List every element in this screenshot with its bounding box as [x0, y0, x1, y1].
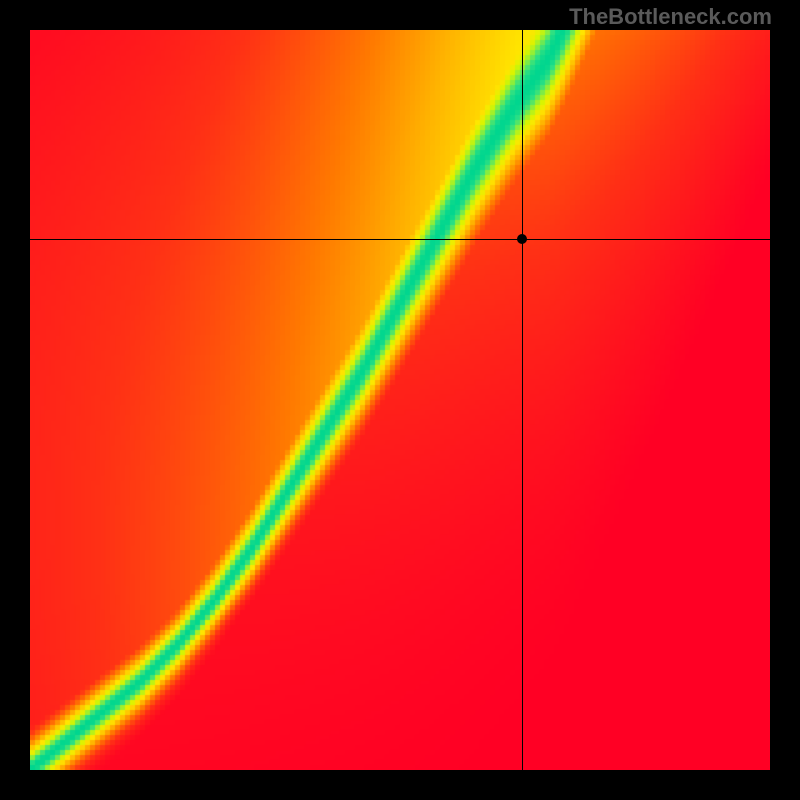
crosshair-vertical-line [522, 30, 523, 770]
plot-area [30, 30, 770, 770]
watermark-text: TheBottleneck.com [569, 4, 772, 30]
heatmap-canvas [30, 30, 770, 770]
crosshair-horizontal-line [30, 239, 770, 240]
crosshair-marker-dot [517, 234, 527, 244]
